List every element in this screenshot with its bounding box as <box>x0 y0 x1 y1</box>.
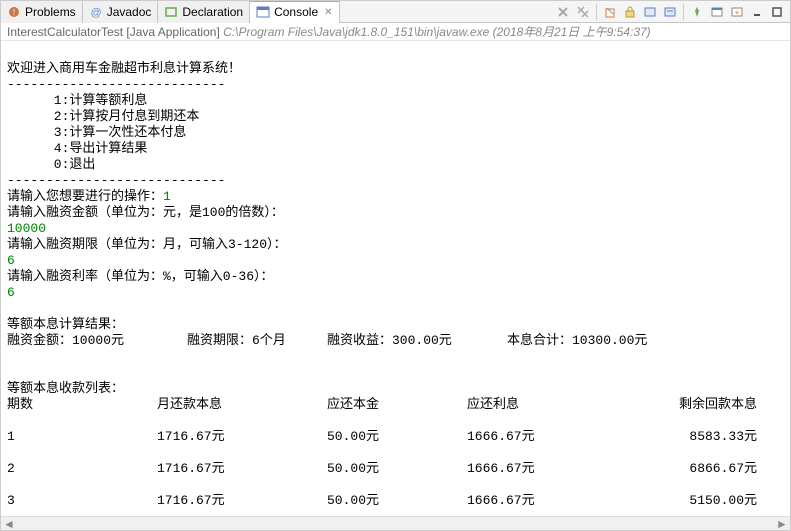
summary-total: 本息合计：10300.00元 <box>507 333 647 349</box>
scroll-lock-icon[interactable] <box>621 3 639 21</box>
cell: 50.00元 <box>327 461 467 477</box>
minimize-icon[interactable] <box>748 3 766 21</box>
table-header-row: 期数月还款本息应还本金应还利息剩余回款本息 <box>7 397 784 413</box>
tab-bar: ! Problems @ Javadoc Declaration Console… <box>1 1 790 23</box>
summary-amount: 融资金额：10000元 <box>7 333 187 349</box>
user-input: 6 <box>7 285 15 300</box>
table-row: 31716.67元50.00元1666.67元5150.00元 <box>7 493 784 509</box>
cell: 1666.67元 <box>467 461 627 477</box>
close-icon[interactable]: ✕ <box>324 7 332 18</box>
cell: 50.00元 <box>327 429 467 445</box>
table-row: 21716.67元50.00元1666.67元6866.67元 <box>7 461 784 477</box>
svg-text:+: + <box>735 8 740 17</box>
separator-line: ---------------------------- <box>7 77 225 92</box>
declaration-icon <box>164 5 178 19</box>
tab-label: Declaration <box>182 5 243 19</box>
user-input: 10000 <box>7 221 46 236</box>
tab-declaration[interactable]: Declaration <box>158 1 250 23</box>
table-header: 月还款本息 <box>157 397 327 413</box>
result-title: 等额本息计算结果： <box>7 317 124 332</box>
separator <box>683 4 684 20</box>
cell: 1666.67元 <box>467 429 627 445</box>
menu-item: 0:退出 <box>7 157 95 172</box>
cell: 1716.67元 <box>157 461 327 477</box>
table-row: 11716.67元50.00元1666.67元8583.33元 <box>7 429 784 445</box>
display-selected-icon[interactable] <box>708 3 726 21</box>
clear-console-icon[interactable] <box>601 3 619 21</box>
table-header: 应还本金 <box>327 397 467 413</box>
user-input: 6 <box>7 253 15 268</box>
remove-launch-icon[interactable] <box>554 3 572 21</box>
scroll-right-icon[interactable]: ► <box>774 517 790 531</box>
menu-item: 4:导出计算结果 <box>7 141 147 156</box>
tab-console[interactable]: Console ✕ <box>250 1 339 23</box>
table-header: 剩余回款本息 <box>627 397 757 413</box>
remove-all-icon[interactable] <box>574 3 592 21</box>
maximize-icon[interactable] <box>768 3 786 21</box>
cell: 50.00元 <box>327 493 467 509</box>
cell: 6866.67元 <box>627 461 757 477</box>
table-title: 等额本息收款列表： <box>7 381 124 396</box>
tab-label: Javadoc <box>107 5 152 19</box>
scroll-left-icon[interactable]: ◄ <box>1 517 17 531</box>
console-icon <box>256 5 270 19</box>
show-on-stdout-icon[interactable] <box>641 3 659 21</box>
cell: 1716.67元 <box>157 429 327 445</box>
tab-javadoc[interactable]: @ Javadoc <box>83 1 159 23</box>
tab-problems[interactable]: ! Problems <box>1 1 83 23</box>
launch-info: InterestCalculatorTest [Java Application… <box>1 23 790 41</box>
tab-label: Problems <box>25 5 76 19</box>
cell: 5150.00元 <box>627 493 757 509</box>
console-output[interactable]: 欢迎进入商用车金融超市利息计算系统！ ---------------------… <box>1 41 790 516</box>
app-name: InterestCalculatorTest [Java Application… <box>7 25 220 39</box>
tab-label: Console <box>274 5 318 19</box>
show-on-stderr-icon[interactable] <box>661 3 679 21</box>
cell: 2 <box>7 461 157 477</box>
svg-text:!: ! <box>13 8 15 17</box>
welcome-line: 欢迎进入商用车金融超市利息计算系统！ <box>7 61 241 76</box>
problems-icon: ! <box>7 5 21 19</box>
separator <box>596 4 597 20</box>
prompt-line: 请输入您想要进行的操作： <box>7 189 163 204</box>
cell: 8583.33元 <box>627 429 757 445</box>
scroll-track[interactable] <box>17 518 774 530</box>
menu-item: 2:计算按月付息到期还本 <box>7 109 199 124</box>
prompt-line: 请输入融资金额（单位为：元，是100的倍数）： <box>7 205 284 220</box>
user-input: 1 <box>163 189 171 204</box>
cell: 1 <box>7 429 157 445</box>
menu-item: 3:计算一次性还本付息 <box>7 125 186 140</box>
console-toolbar: + <box>550 3 790 21</box>
table-header: 期数 <box>7 397 157 413</box>
app-path: C:\Program Files\Java\jdk1.8.0_151\bin\j… <box>223 25 651 39</box>
summary-term: 融资期限：6个月 <box>187 333 327 349</box>
summary-line: 融资金额：10000元融资期限：6个月融资收益：300.00元本息合计：1030… <box>7 333 784 349</box>
cell: 3 <box>7 493 157 509</box>
open-console-icon[interactable]: + <box>728 3 746 21</box>
prompt-line: 请输入融资利率（单位为：%，可输入0-36）： <box>7 269 274 284</box>
table-header: 应还利息 <box>467 397 627 413</box>
svg-text:@: @ <box>90 7 101 19</box>
summary-income: 融资收益：300.00元 <box>327 333 507 349</box>
cell: 1716.67元 <box>157 493 327 509</box>
prompt-line: 请输入融资期限（单位为：月，可输入3-120）： <box>7 237 287 252</box>
javadoc-icon: @ <box>89 5 103 19</box>
pin-console-icon[interactable] <box>688 3 706 21</box>
horizontal-scrollbar[interactable]: ◄ ► <box>1 516 790 530</box>
menu-item: 1:计算等额利息 <box>7 93 147 108</box>
separator-line: ---------------------------- <box>7 173 225 188</box>
cell: 1666.67元 <box>467 493 627 509</box>
